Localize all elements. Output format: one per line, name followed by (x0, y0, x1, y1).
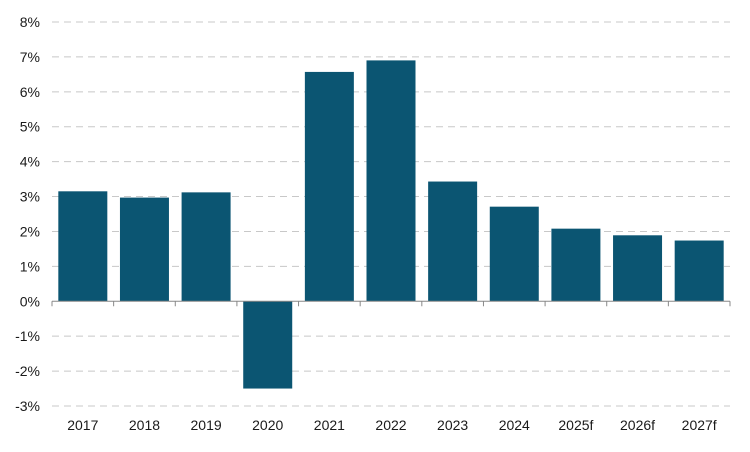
bar-2025f (551, 228, 601, 302)
bar-2018 (119, 197, 169, 302)
bar-2026f (613, 235, 663, 302)
y-tick-label: 2% (20, 223, 40, 239)
y-tick-label: 6% (20, 84, 40, 100)
x-tick-label: 2025f (558, 417, 593, 433)
bar-2021 (304, 71, 354, 302)
y-tick-label: -3% (15, 398, 40, 414)
bar-2024 (489, 206, 539, 302)
bar-2023 (428, 181, 478, 302)
bar-2027f (674, 240, 724, 302)
y-tick-label: 5% (20, 119, 40, 135)
y-tick-label: -2% (15, 363, 40, 379)
x-tick-label: 2017 (67, 417, 98, 433)
x-tick-label: 2023 (437, 417, 468, 433)
y-tick-label: 0% (20, 293, 40, 309)
x-tick-label: 2019 (191, 417, 222, 433)
y-tick-label: 7% (20, 49, 40, 65)
y-tick-label: 8% (20, 14, 40, 30)
bar-series (58, 60, 724, 389)
x-tick-label: 2018 (129, 417, 160, 433)
bar-2019 (181, 192, 231, 302)
x-tick-label: 2022 (375, 417, 406, 433)
y-tick-label: 4% (20, 154, 40, 170)
y-axis-tick-labels: 8% 7% 6% 5% 4% 3% 2% 1% 0% -1% -2% -3% (15, 14, 40, 414)
y-tick-label: 3% (20, 189, 40, 205)
x-axis (51, 300, 731, 307)
x-tick-label: 2024 (499, 417, 530, 433)
x-tick-label: 2020 (252, 417, 283, 433)
y-tick-label: -1% (15, 328, 40, 344)
bar-2022 (366, 60, 416, 302)
x-tick-label: 2027f (682, 417, 717, 433)
x-tick-label: 2021 (314, 417, 345, 433)
bar-2020 (243, 301, 293, 389)
bar-2017 (58, 191, 108, 302)
y-tick-label: 1% (20, 258, 40, 274)
x-axis-tick-labels: 2017 2018 2019 2020 2021 2022 2023 2024 2025f 202… (67, 417, 717, 433)
x-tick-label: 2026f (620, 417, 655, 433)
